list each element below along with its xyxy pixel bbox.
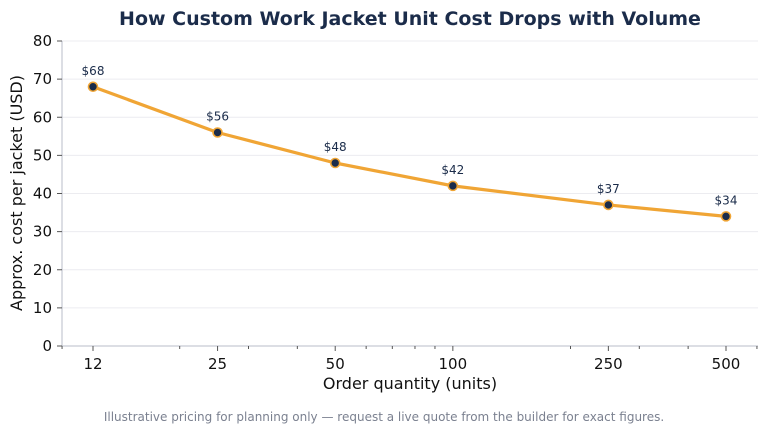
data-point xyxy=(720,211,732,222)
data-label: $68 xyxy=(82,64,105,78)
data-label: $56 xyxy=(206,110,229,124)
y-tick-label: 10 xyxy=(33,299,52,317)
data-point xyxy=(212,127,223,138)
data-labels: $68 $56 $48 $42 $37 $34 xyxy=(82,64,738,208)
y-tick-label: 50 xyxy=(33,146,52,164)
data-point xyxy=(87,81,99,93)
y-axis-label: Approx. cost per jacket (USD) xyxy=(7,75,26,311)
x-tick-label: 50 xyxy=(326,355,345,373)
data-label: $37 xyxy=(597,182,620,196)
footnote: Illustrative pricing for planning only —… xyxy=(104,410,664,424)
x-tick-label: 12 xyxy=(83,355,102,373)
x-tick-label: 500 xyxy=(712,355,741,373)
x-tick-label: 25 xyxy=(208,355,227,373)
series xyxy=(91,85,728,218)
grid xyxy=(62,40,758,309)
series-line xyxy=(91,85,728,218)
chart-title: How Custom Work Jacket Unit Cost Drops w… xyxy=(119,8,701,30)
x-axis-label: Order quantity (units) xyxy=(323,374,497,393)
y-tick-label: 20 xyxy=(33,261,52,279)
data-label: $34 xyxy=(715,193,738,207)
data-points xyxy=(87,81,732,222)
y-tick-label: 70 xyxy=(33,70,52,88)
x-tick-label: 100 xyxy=(439,355,468,373)
data-label: $42 xyxy=(441,163,464,177)
y-tick-label: 0 xyxy=(42,337,52,355)
y-tick-label: 80 xyxy=(33,32,52,50)
y-axis-ticks: 0 10 20 30 40 50 60 70 80 xyxy=(33,32,62,355)
x-tick-label: 250 xyxy=(594,355,623,373)
data-point xyxy=(329,157,341,169)
y-tick-label: 60 xyxy=(33,108,52,126)
data-point xyxy=(603,199,614,211)
data-point xyxy=(447,180,459,192)
y-tick-label: 40 xyxy=(33,185,52,203)
y-tick-label: 30 xyxy=(33,223,52,241)
data-label: $48 xyxy=(324,140,347,154)
x-axis-ticks: 12 25 50 100 250 500 xyxy=(61,346,758,373)
